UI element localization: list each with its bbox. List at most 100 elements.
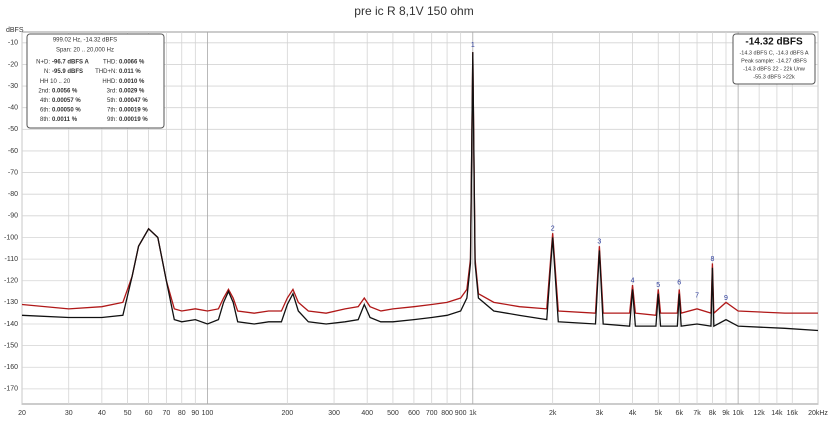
y-tick-label: -150 xyxy=(4,342,18,349)
x-tick-label: 30 xyxy=(65,410,73,417)
x-tick-label: 500 xyxy=(387,410,399,417)
info-box xyxy=(26,33,165,129)
info-cell: N: xyxy=(44,69,50,75)
x-tick-label: 4k xyxy=(629,410,637,417)
info-cell: 0.0056 % xyxy=(52,88,78,94)
x-tick-label: 50 xyxy=(124,410,132,417)
level-line: -14.3 dBFS 22 - 22k Unw xyxy=(743,66,805,72)
x-tick-label: 80 xyxy=(178,410,186,417)
x-tick-label: 16k xyxy=(787,410,799,417)
x-tick-label: 2k xyxy=(549,410,557,417)
y-axis-label: dBFS xyxy=(6,27,24,34)
x-tick-label: 20 xyxy=(18,410,26,417)
y-tick-label: -80 xyxy=(8,191,18,198)
harmonic-marker: 2 xyxy=(551,226,555,233)
x-tick-label: 200 xyxy=(281,410,293,417)
x-tick-label: 600 xyxy=(408,410,420,417)
info-cell: 8th: xyxy=(40,117,50,123)
x-tick-label: 6k xyxy=(676,410,684,417)
boxes: 999.02 Hz, -14.32 dBFS Span: 20 .. 20,000… xyxy=(26,33,816,129)
x-tick-label: 300 xyxy=(328,410,340,417)
y-tick-label: -10 xyxy=(8,40,18,47)
x-tick-label: 70 xyxy=(162,410,170,417)
y-tick-label: -90 xyxy=(8,213,18,220)
x-tick-label: 14k xyxy=(771,410,783,417)
y-tick-label: -110 xyxy=(5,256,19,263)
info-header: Span: 20 .. 20,000 Hz xyxy=(56,48,114,54)
info-cell: HHD: xyxy=(102,79,117,85)
level-line: -55.3 dBFS >22k xyxy=(753,74,795,80)
info-cell: N+D: xyxy=(36,60,50,66)
y-tick-label: -50 xyxy=(8,126,18,133)
x-tick-label: 900 xyxy=(455,410,467,417)
info-cell: 0.00050 % xyxy=(52,108,81,114)
info-cell: HH 10 .. 20 xyxy=(40,79,71,85)
x-tick-label: 100 xyxy=(202,410,214,417)
harmonic-marker: 1 xyxy=(471,42,475,49)
info-cell: 6th: xyxy=(40,108,50,114)
x-tick-label: 9k xyxy=(722,410,730,417)
info-cell: 5th: xyxy=(107,98,117,104)
info-cell: -95.9 dBFS xyxy=(52,69,83,75)
info-header: 999.02 Hz, -14.32 dBFS xyxy=(53,38,117,44)
x-tick-label: 60 xyxy=(145,410,153,417)
x-tick-label: 90 xyxy=(191,410,199,417)
x-tick-label: 800 xyxy=(441,410,453,417)
y-tick-label: -100 xyxy=(4,234,18,241)
info-cell: 4th: xyxy=(40,98,50,104)
info-cell: 0.0011 % xyxy=(52,117,78,123)
y-tick-label: -160 xyxy=(4,364,18,371)
harmonic-marker: 6 xyxy=(677,280,681,287)
x-tick-label: 12k xyxy=(753,410,765,417)
level-box xyxy=(732,33,816,85)
y-tick-label: -40 xyxy=(8,105,18,112)
info-cell: 0.00019 % xyxy=(119,117,148,123)
info-cell: 0.0010 % xyxy=(119,79,145,85)
x-tick-label: 10k xyxy=(732,410,744,417)
info-cell: 3rd: xyxy=(107,88,118,94)
info-cell: THD+N: xyxy=(95,69,117,75)
level-line: Peak sample: -14.27 dBFS xyxy=(741,58,807,64)
info-cell: 0.011 % xyxy=(119,69,141,75)
x-tick-label: 20kHz xyxy=(808,410,828,417)
spectrum-line xyxy=(21,52,818,317)
harmonic-marker: 3 xyxy=(597,239,601,246)
x-tick-label: 1k xyxy=(469,410,477,417)
harmonic-marker: 9 xyxy=(724,295,728,302)
info-cell: 9th: xyxy=(107,117,117,123)
level-main: -14.32 dBFS xyxy=(745,37,803,48)
y-tick-label: -20 xyxy=(8,61,18,68)
x-tick-label: 400 xyxy=(361,410,373,417)
x-tick-label: 700 xyxy=(426,410,438,417)
y-tick-label: -30 xyxy=(8,83,18,90)
harmonic-marker: 4 xyxy=(631,278,635,285)
x-tick-label: 3k xyxy=(596,410,604,417)
info-cell: 0.00057 % xyxy=(52,98,81,104)
harmonic-marker: 7 xyxy=(695,293,699,300)
info-cell: -96.7 dBFS A xyxy=(52,60,89,66)
x-tick-label: 7k xyxy=(693,410,701,417)
x-tick-label: 8k xyxy=(709,410,717,417)
x-tick-label: 40 xyxy=(98,410,106,417)
level-line: -14.3 dBFS C, -14.3 dBFS A xyxy=(739,50,808,56)
info-cell: 0.0066 % xyxy=(119,60,145,66)
info-cell: 7th: xyxy=(107,108,117,114)
lines: 1 2 3 4 5 6 7 8 9 xyxy=(21,42,819,332)
harmonic-marker: 8 xyxy=(710,256,714,263)
spectrum-line xyxy=(21,52,819,332)
y-tick-label: -170 xyxy=(4,386,18,393)
info-cell: 0.0029 % xyxy=(119,88,145,94)
info-cell: 2nd: xyxy=(38,88,50,94)
y-tick-label: -70 xyxy=(8,169,18,176)
info-cell: THD: xyxy=(103,60,117,66)
y-tick-label: -120 xyxy=(4,278,18,285)
info-cell: 0.00019 % xyxy=(119,108,148,114)
harmonic-marker: 5 xyxy=(656,282,660,289)
y-tick-label: -140 xyxy=(4,321,18,328)
y-tick-label: -60 xyxy=(8,148,18,155)
chart-title: pre ic R 8,1V 150 ohm xyxy=(354,4,473,18)
y-tick-label: -130 xyxy=(4,299,18,306)
info-cell: 0.00047 % xyxy=(119,98,148,104)
